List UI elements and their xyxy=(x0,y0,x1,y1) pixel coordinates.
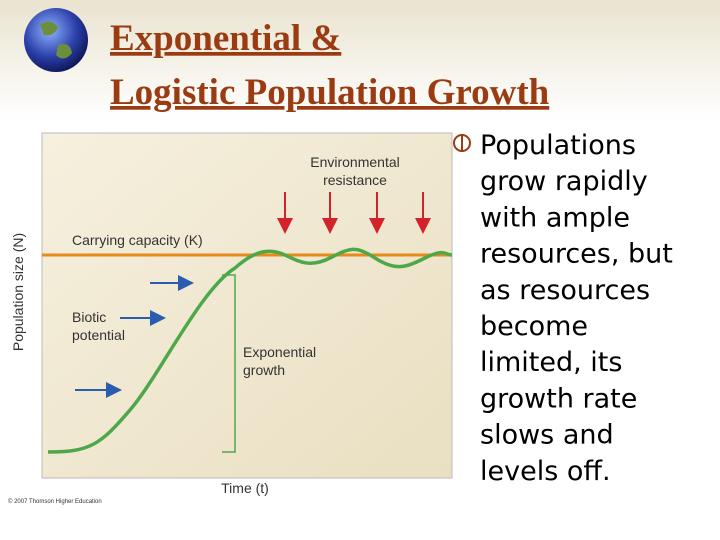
y-axis-label: Population size (N) xyxy=(10,233,26,351)
bullet-line: slows and xyxy=(480,420,614,451)
bullet-line: as resources xyxy=(480,275,650,306)
label: resistance xyxy=(323,172,387,188)
growth-curve xyxy=(47,247,453,454)
bullet-line: limited, its xyxy=(480,347,622,378)
globe-icon xyxy=(24,8,88,72)
label: Environmental xyxy=(310,154,400,170)
header-background xyxy=(0,0,720,120)
globe-land xyxy=(40,21,72,59)
figure-panel xyxy=(41,132,453,479)
title-line: Logistic Population Growth xyxy=(110,72,550,113)
bullet-line: with ample xyxy=(480,202,630,233)
bullet-icon xyxy=(453,134,471,152)
label: growth xyxy=(243,362,285,378)
label: potential xyxy=(72,327,125,343)
x-axis-label: Time (t) xyxy=(221,480,269,496)
bullet-line: grow rapidly xyxy=(480,166,648,197)
bullet-line: Populations xyxy=(480,130,636,161)
label: Exponential xyxy=(243,344,316,360)
bullet-line: become xyxy=(480,311,588,342)
label: Carrying capacity (K) xyxy=(72,232,203,248)
label: Biotic xyxy=(72,309,106,325)
resistance-arrows xyxy=(277,192,431,234)
bullet-line: growth rate xyxy=(480,383,637,414)
copyright: © 2007 Thomson Higher Education xyxy=(8,498,102,505)
bracket xyxy=(222,274,236,453)
bullet-line: resources, but xyxy=(480,239,673,270)
bullet-line: levels off. xyxy=(480,456,611,487)
biotic-arrows xyxy=(75,275,194,398)
bullet-text: Populations grow rapidly with ample resourc… xyxy=(480,130,673,487)
title-line: Exponential & xyxy=(110,18,341,59)
